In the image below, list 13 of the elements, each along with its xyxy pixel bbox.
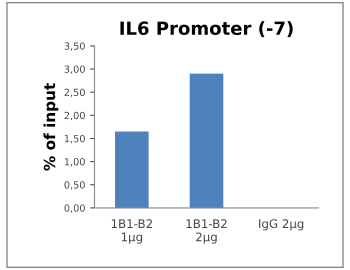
y-tick-label: 0,50 — [64, 181, 85, 190]
chart-title: IL6 Promoter (-7) — [120, 21, 293, 38]
y-tick-label: 2,00 — [64, 112, 85, 120]
y-tick-label: 1,00 — [64, 158, 85, 166]
y-axis-title: % of input — [43, 83, 58, 171]
x-tick-label: IgG 2μg — [259, 219, 304, 230]
x-tick-label: 1B1-B2 2μg — [186, 219, 227, 244]
y-tick-label: 2,50 — [64, 88, 85, 98]
y-tick-label: 3,00 — [64, 66, 85, 74]
y-tick-label: 1,50 — [64, 134, 85, 144]
x-tick-label: 1B1-B2 1μg — [112, 219, 152, 244]
y-tick-label: 0,00 — [64, 204, 85, 213]
y-tick-label: 3,50 — [64, 42, 85, 51]
